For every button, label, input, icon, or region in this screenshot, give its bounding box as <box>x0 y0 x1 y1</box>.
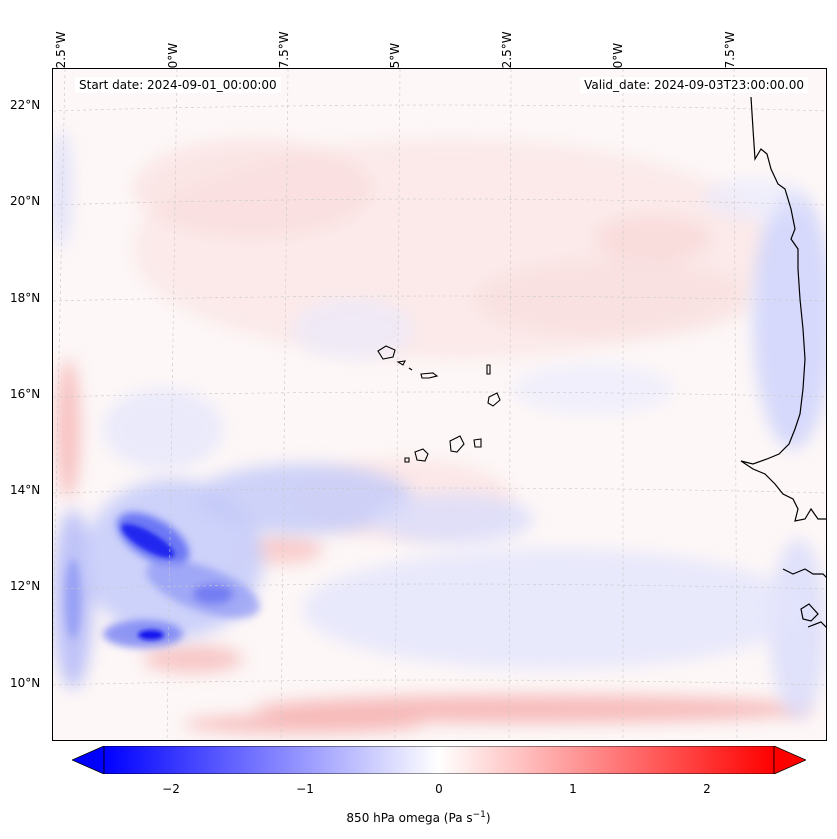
colorbar-tick-minus-1: −1 <box>296 782 314 796</box>
lat-label-12n: 12°N <box>10 579 41 593</box>
gridlines <box>53 69 826 740</box>
colorbar-label-close: ) <box>485 811 491 825</box>
lat-label-22n: 22°N <box>10 98 41 112</box>
peak-ascent-cores <box>121 524 175 640</box>
lat-label-18n: 18°N <box>10 291 41 305</box>
colorbar-tick-1: 1 <box>569 782 577 796</box>
colorbar-gradient <box>103 746 775 774</box>
map-panel: Start date: 2024-09-01_00:00:00 Valid_da… <box>52 68 827 741</box>
colorbar-tick-2: 2 <box>703 782 711 796</box>
colorbar-min-extend <box>72 746 105 774</box>
start-date-label: Start date: 2024-09-01_00:00:00 <box>75 77 281 93</box>
valid-date-label: Valid_date: 2024-09-03T23:00:00.00 <box>580 77 808 93</box>
lat-label-20n: 20°N <box>10 194 41 208</box>
lat-label-16n: 16°N <box>10 387 41 401</box>
lat-label-14n: 14°N <box>10 483 41 497</box>
colorbar-tick-0: 0 <box>435 782 443 796</box>
colorbar-label-exponent: −1 <box>472 810 486 820</box>
colorbar-label-text: 850 hPa omega (Pa s <box>346 811 473 825</box>
omega-field <box>53 69 826 740</box>
colorbar-max-extend <box>773 746 806 774</box>
colorbar-tick-minus-2: −2 <box>162 782 180 796</box>
cape-verde-islands <box>377 345 501 463</box>
coastline <box>740 96 826 628</box>
colorbar <box>72 746 806 774</box>
lat-label-10n: 10°N <box>10 676 41 690</box>
colorbar-label: 850 hPa omega (Pa s−1) <box>0 810 837 825</box>
